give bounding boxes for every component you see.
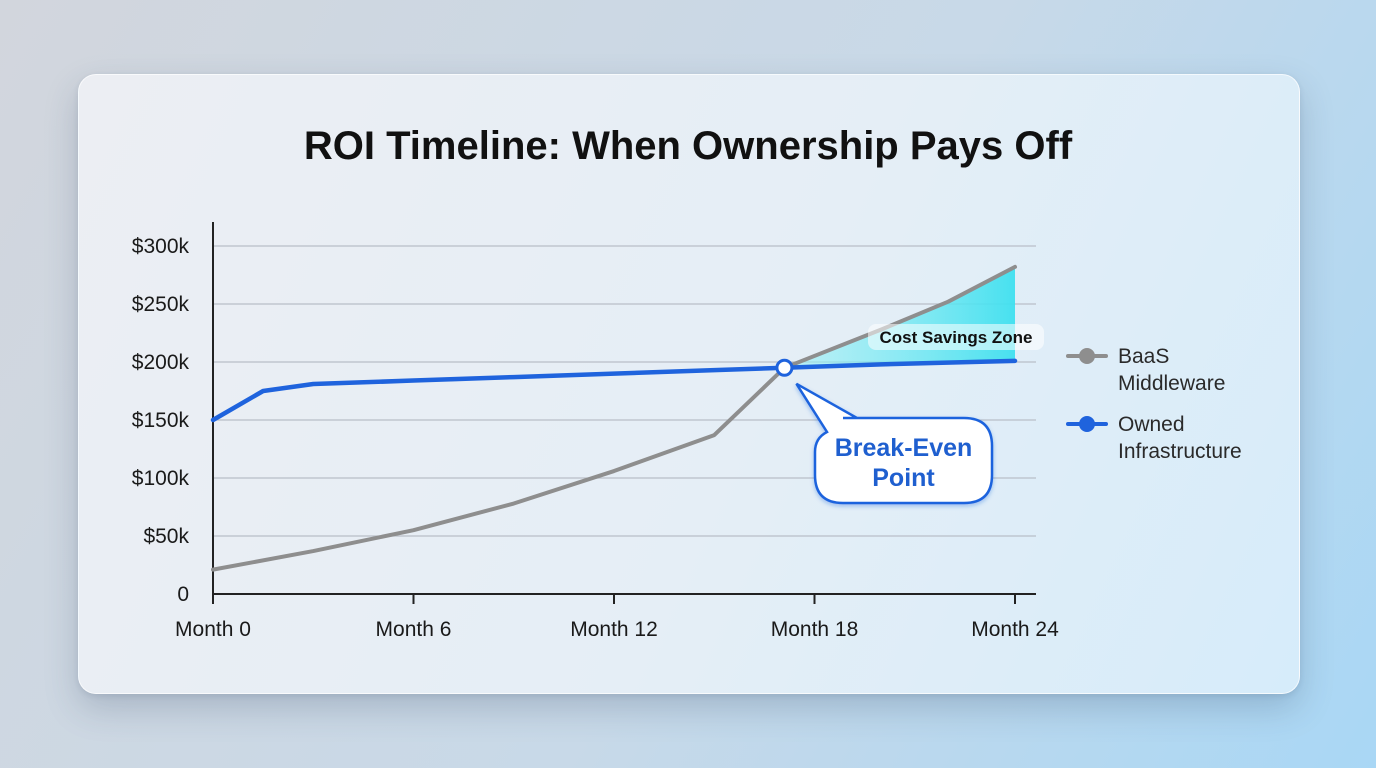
chart-card <box>78 74 1300 694</box>
x-tick-label: Month 12 <box>570 618 658 641</box>
y-tick-label: $150k <box>132 409 190 432</box>
y-tick-label: $300k <box>132 235 190 258</box>
legend-swatch-dot <box>1079 416 1095 432</box>
chart-title: ROI Timeline: When Ownership Pays Off <box>303 124 1073 168</box>
legend-label: Middleware <box>1118 372 1225 395</box>
series-line-baas <box>211 264 1017 572</box>
legend-label: Infrastructure <box>1118 440 1242 463</box>
y-tick-label: 0 <box>177 583 189 606</box>
x-tick-label: Month 6 <box>376 618 452 641</box>
x-tick-label: Month 24 <box>971 618 1059 641</box>
x-tick-label: Month 18 <box>771 618 859 641</box>
legend-label: Owned <box>1118 413 1185 436</box>
y-tick-label: $250k <box>132 293 190 316</box>
break-even-marker <box>775 358 794 377</box>
y-tick-label: $50k <box>143 525 189 548</box>
zone-label-bg <box>868 324 1044 350</box>
legend-swatch-dot <box>1079 348 1095 364</box>
zone-label: Cost Savings Zone <box>879 328 1032 347</box>
x-tick-label: Month 0 <box>175 618 251 641</box>
legend-label: BaaS <box>1118 345 1169 368</box>
break-even-callout <box>795 382 994 505</box>
callout-text-line: Point <box>872 464 935 492</box>
y-tick-label: $100k <box>132 467 190 490</box>
callout-text-line: Break-Even <box>835 434 973 462</box>
y-tick-label: $200k <box>132 351 190 374</box>
series-line-owned <box>210 358 1018 423</box>
